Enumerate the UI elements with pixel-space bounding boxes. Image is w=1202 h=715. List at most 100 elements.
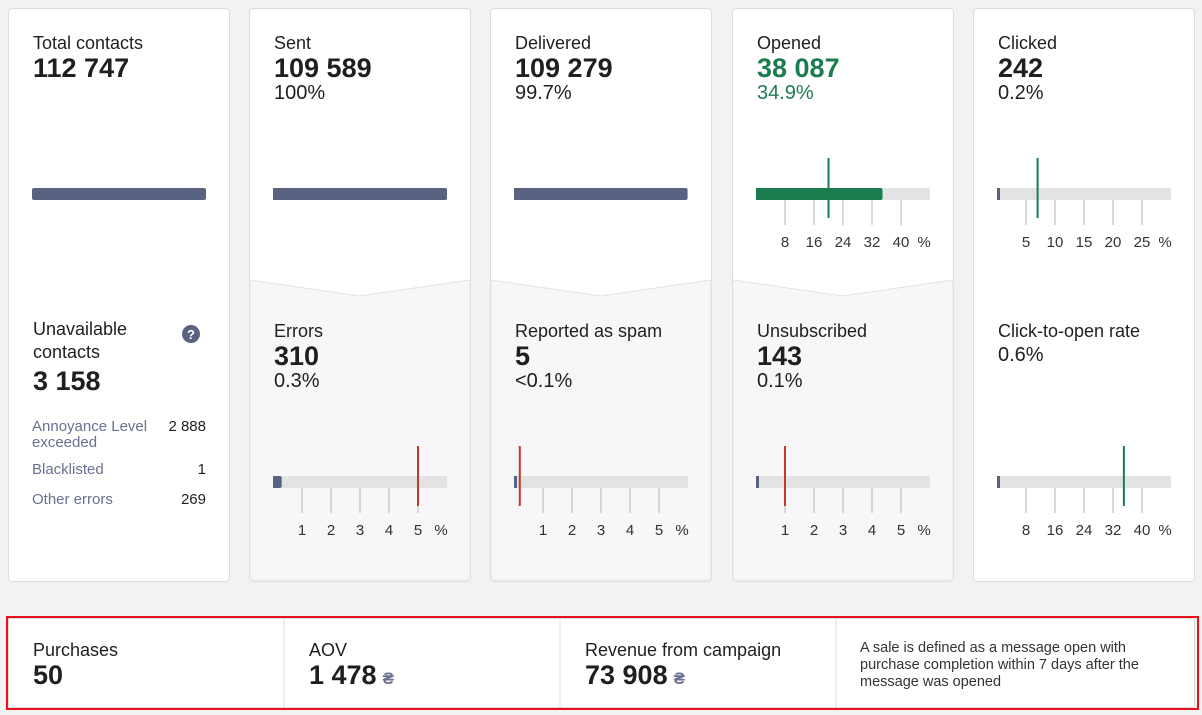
card: [8, 8, 230, 582]
tick-label: 1: [298, 522, 306, 539]
card-label: Click-to-open rate: [998, 321, 1141, 341]
tick-label: 16: [806, 234, 823, 251]
card-label: Total contacts: [33, 33, 144, 53]
tick-label: 1: [539, 522, 547, 539]
tick-label: 20: [1105, 234, 1122, 251]
summary-value: 73 908: [585, 660, 668, 690]
breakdown-label: Annoyance Level exceeded: [32, 418, 148, 451]
card-top: Opened 38 087 34.9%: [757, 32, 907, 105]
tick-label: 24: [1076, 522, 1093, 539]
card-bottom: Reported as spam 5 <0.1%: [515, 320, 665, 393]
currency: ₴: [673, 669, 685, 688]
card-percent: <0.1%: [515, 370, 573, 392]
card-top: Total contacts 112 747: [33, 32, 183, 82]
gauge-track: [514, 476, 688, 488]
card-label: Unavailable contacts: [33, 319, 128, 362]
card-bottom: Unsubscribed 143 0.1%: [757, 320, 907, 393]
tick-label: 8: [1022, 522, 1030, 539]
card-label: Clicked: [998, 33, 1058, 53]
gauge-track: [273, 476, 447, 488]
tick-label: 5: [897, 522, 905, 539]
card-bottom: Errors 310 0.3%: [274, 320, 424, 393]
card-top: Delivered 109 279 99.7%: [515, 32, 665, 105]
total-bar: [32, 188, 206, 200]
tick-unit: %: [917, 234, 930, 251]
tick-label: 5: [655, 522, 663, 539]
card-value: 242: [998, 53, 1044, 83]
summary-value-row: 1 478 ₴: [309, 662, 394, 689]
summary-label: AOV: [309, 640, 348, 660]
card-label: Errors: [274, 321, 323, 341]
tick-label: 2: [327, 522, 335, 539]
card-label: Sent: [274, 33, 312, 53]
tick-unit: %: [1158, 522, 1171, 539]
breakdown-value: 1: [197, 461, 206, 478]
gauge-fill: [997, 476, 1000, 488]
card-label: Reported as spam: [515, 321, 663, 341]
gauge-fill: [756, 188, 883, 200]
card-percent: 0.6%: [998, 344, 1044, 366]
tick-unit: %: [434, 522, 447, 539]
card-value: 143: [757, 341, 803, 371]
card-label: Delivered: [515, 33, 592, 53]
tick-label: 4: [626, 522, 634, 539]
tick-label: 2: [810, 522, 818, 539]
gauge-fill: [273, 476, 282, 488]
card-top: Sent 109 589 100%: [274, 32, 424, 105]
gauge-fill: [273, 188, 447, 200]
tick-label: 5: [1022, 234, 1030, 251]
tick-label: 32: [864, 234, 881, 251]
breakdown-label: Other errors: [32, 491, 113, 508]
breakdown-value: 2 888: [168, 418, 206, 435]
summary-item: Purchases 50: [33, 639, 119, 689]
card-percent: 99.7%: [515, 82, 572, 104]
tick-label: 3: [597, 522, 605, 539]
summary-item: AOV 1 478 ₴: [309, 639, 394, 689]
help-text: ?: [187, 327, 195, 342]
card-lower: [490, 279, 712, 581]
card-percent: 0.3%: [274, 370, 320, 392]
card-value: 109 279: [515, 53, 613, 83]
card-lower: [732, 279, 954, 581]
help-icon: [182, 325, 200, 343]
card-bottom: Click-to-open rate 0.6%: [998, 320, 1148, 367]
card-value: 38 087: [757, 53, 840, 83]
card-lower: [249, 279, 471, 581]
tick-label: 4: [385, 522, 393, 539]
tick-label: 8: [781, 234, 789, 251]
card-percent: 0.1%: [757, 370, 803, 392]
gauge-fill: [756, 476, 759, 488]
summary-item: Revenue from campaign 73 908 ₴: [585, 639, 781, 689]
summary-value-row: 73 908 ₴: [585, 662, 781, 689]
card-value: 3 158: [33, 366, 101, 396]
card-percent: 0.2%: [998, 82, 1044, 104]
currency: ₴: [382, 669, 394, 688]
gauge-track: [997, 476, 1171, 488]
summary-label: Revenue from campaign: [585, 640, 782, 660]
gauge-track: [997, 188, 1171, 200]
card-label: Opened: [757, 33, 822, 53]
tick-label: 25: [1134, 234, 1151, 251]
summary-note: A sale is defined as a message open with…: [860, 640, 1139, 690]
breakdown-label: Blacklisted: [32, 461, 104, 478]
gauge-track: [756, 476, 930, 488]
tick-label: 16: [1047, 522, 1064, 539]
card-bottom: Unavailable contacts 3 158: [33, 318, 153, 396]
summary-label: Purchases: [33, 640, 119, 660]
tick-label: 5: [414, 522, 422, 539]
gauge-fill: [514, 188, 688, 200]
breakdown-value: 269: [180, 491, 206, 508]
gauge-fill: [997, 188, 999, 200]
summary-value-row: 50: [33, 662, 118, 689]
tick-label: 1: [781, 522, 789, 539]
tick-label: 40: [893, 234, 910, 251]
tick-label: 2: [568, 522, 576, 539]
card-value: 310: [274, 341, 320, 371]
tick-label: 40: [1134, 522, 1151, 539]
card: [973, 8, 1195, 582]
gauge-cap: [997, 188, 1000, 200]
summary-value: 1 478: [309, 660, 377, 690]
card-label: Unsubscribed: [757, 321, 868, 341]
